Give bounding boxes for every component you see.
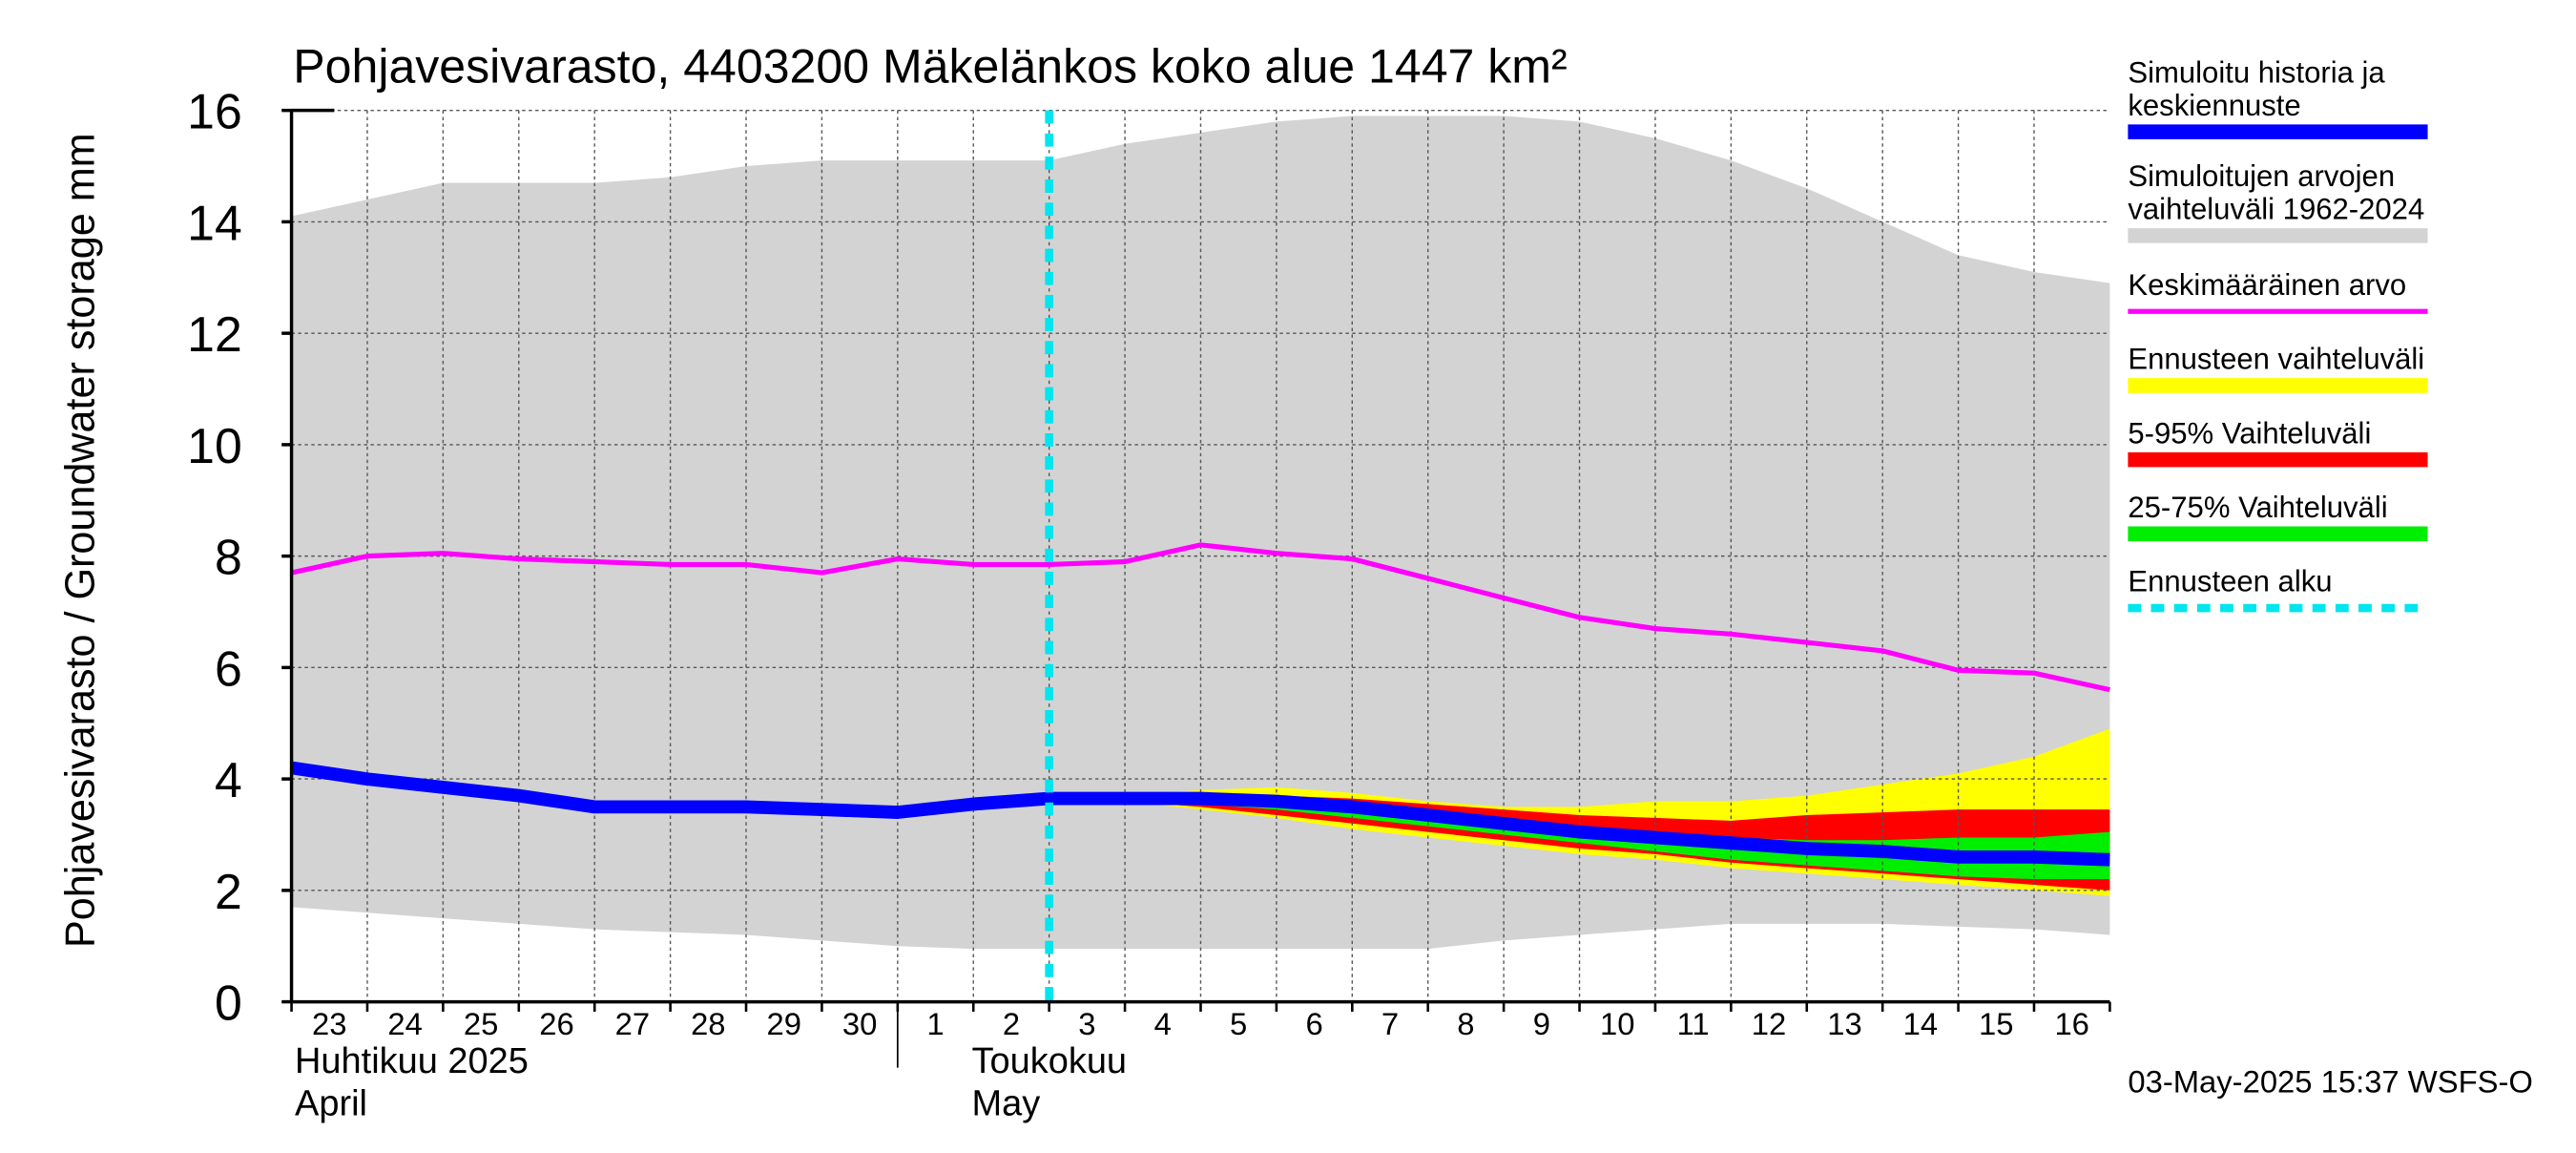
x-tick-label: 11 [1677, 1006, 1710, 1041]
legend-label: Ennusteen alku [2128, 565, 2332, 598]
legend-label: 5-95% Vaihteluväli [2128, 416, 2371, 450]
x-tick-label: 4 [1154, 1006, 1172, 1041]
chart-title: Pohjavesivarasto, 4403200 Mäkelänkos kok… [293, 39, 1567, 93]
x-tick-label: 25 [464, 1006, 498, 1041]
month-label-english: April [295, 1084, 367, 1124]
legend-label: 25-75% Vaihteluväli [2128, 491, 2387, 524]
line-simuloitu-historia-ja-keskiennuste [290, 761, 2110, 867]
x-tick-label: 8 [1457, 1006, 1474, 1041]
x-tick-label: 13 [1827, 1006, 1861, 1041]
x-tick-label: 1 [926, 1006, 944, 1041]
x-tick-label: 16 [2054, 1006, 2088, 1041]
legend-label: Keskimääräinen arvo [2128, 268, 2406, 302]
band-25-75-vaihteluv-li [1049, 800, 2110, 880]
line-keskim-r-inen-arvo [290, 542, 2110, 693]
legend-label: vaihteluväli 1962-2024 [2128, 193, 2424, 226]
x-tick-label: 28 [691, 1006, 725, 1041]
x-tick-label: 24 [387, 1006, 422, 1041]
y-tick-label: 10 [187, 418, 242, 473]
x-tick-label: 30 [842, 1006, 877, 1041]
y-tick-label: 8 [215, 530, 242, 585]
legend-label: Simuloitujen arvojen [2128, 159, 2395, 193]
y-tick-label: 0 [215, 975, 242, 1031]
timestamp-footer: 03-May-2025 15:37 WSFS-O [2128, 1064, 2533, 1100]
legend-label: keskiennuste [2128, 89, 2300, 122]
y-tick-label: 6 [215, 640, 242, 696]
legend-label: Ennusteen vaihteluväli [2128, 343, 2424, 376]
x-tick-label: 14 [1903, 1006, 1938, 1041]
y-axis-label: Pohjavesivarasto / Groundwater storage m… [57, 133, 103, 948]
y-tick-label: 12 [187, 306, 242, 362]
x-tick-label: 27 [615, 1006, 650, 1041]
labels-layer: Pohjavesivarasto, 4403200 Mäkelänkos kok… [57, 39, 2532, 1099]
month-label: Huhtikuu 2025 [295, 1041, 529, 1081]
x-tick-label: 6 [1305, 1006, 1322, 1041]
month-label-english: May [972, 1084, 1041, 1124]
x-tick-label: 29 [766, 1006, 800, 1041]
x-tick-label: 7 [1381, 1006, 1399, 1041]
x-tick-label: 9 [1533, 1006, 1550, 1041]
y-tick-label: 14 [187, 195, 242, 250]
y-tick-label: 2 [215, 864, 242, 919]
lines-layer [290, 110, 2110, 1002]
x-tick-label: 12 [1752, 1006, 1786, 1041]
legend-label: Simuloitu historia ja [2128, 55, 2385, 89]
x-tick-label: 3 [1078, 1006, 1095, 1041]
y-tick-label: 4 [215, 752, 242, 807]
x-tick-label: 5 [1230, 1006, 1247, 1041]
month-label: Toukokuu [972, 1041, 1128, 1081]
y-tick-label: 16 [187, 84, 242, 139]
x-tick-label: 26 [539, 1006, 573, 1041]
x-tick-label: 2 [1003, 1006, 1020, 1041]
x-tick-label: 23 [312, 1006, 346, 1041]
x-tick-label: 10 [1600, 1006, 1634, 1041]
x-tick-label: 15 [1979, 1006, 2013, 1041]
